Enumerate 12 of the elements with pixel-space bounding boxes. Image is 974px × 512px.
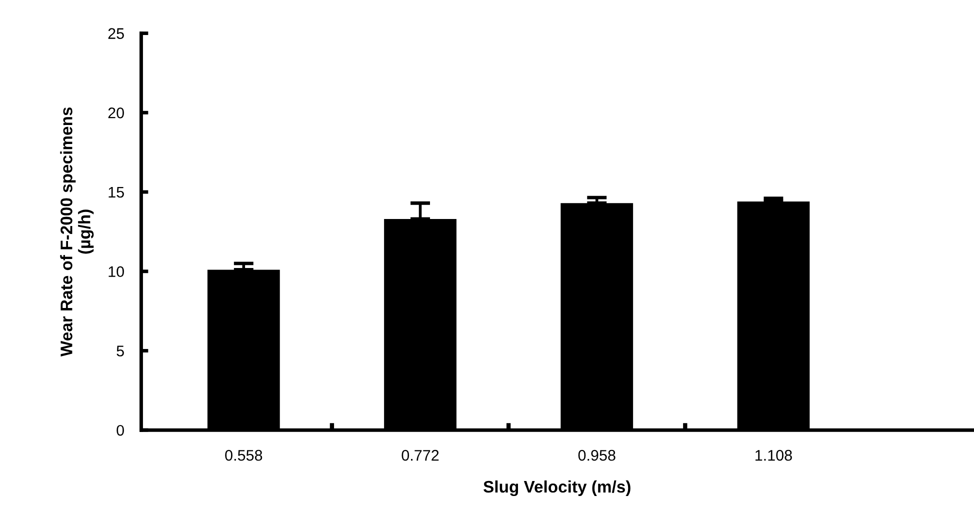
y-axis-title: Wear Rate of F-2000 specimens (µg/h)	[60, 107, 94, 357]
y-tick-label: 15	[108, 187, 124, 198]
y-tick-label: 10	[108, 266, 124, 278]
x-tick-label: 0.558	[225, 450, 262, 461]
y-tick-label: 20	[108, 108, 124, 118]
y-tick-label: 25	[108, 28, 124, 39]
x-axis-title: Slug Velocity (m/s)	[484, 480, 630, 496]
x-tick-label: 1.108	[756, 450, 792, 461]
x-tick-label: 0.772	[402, 450, 439, 461]
y-tick-label: 5	[116, 346, 124, 356]
x-tick-label: 0.958	[578, 450, 616, 461]
y-tick-label: 0	[116, 424, 124, 436]
